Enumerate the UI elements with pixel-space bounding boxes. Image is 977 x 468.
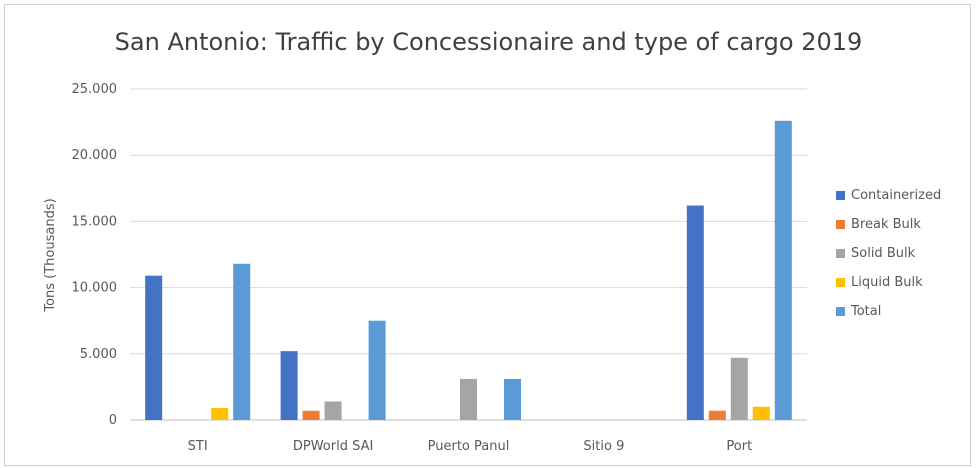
legend-item: Total [836,299,941,323]
chart-frame [4,4,971,466]
legend-label: Break Bulk [851,216,921,232]
legend-swatch [836,277,845,287]
bar-total [504,378,521,420]
bar-break-bulk [302,410,320,420]
legend-label: Liquid Bulk [851,274,923,290]
legend-label: Solid Bulk [851,245,916,261]
x-tick-label: Sitio 9 [583,439,624,454]
y-tick-label: 20.000 [72,148,118,163]
y-tick-label: 0 [109,413,117,428]
bars [145,120,792,420]
x-axis-ticks: STI DPWorld SAI Puerto Panul Sitio 9 Port [188,439,753,454]
bar-total [774,120,792,420]
x-tick-label: DPWorld SAI [293,439,373,454]
bar-liquid-bulk [752,406,770,420]
bar-solid-bulk [730,357,748,420]
legend-item: Containerized [836,183,941,207]
y-tick-label: 10.000 [72,281,118,296]
y-tick-label: 15.000 [72,214,118,229]
legend-item: Liquid Bulk [836,270,941,294]
legend-swatch [836,306,845,316]
bar-total [368,320,386,420]
legend-item: Solid Bulk [836,241,941,265]
x-tick-label: Port [726,439,752,454]
legend-item: Break Bulk [836,212,941,236]
legend-swatch [836,248,845,258]
bar-solid-bulk [460,378,477,420]
bar-containerized [686,205,704,420]
x-tick-label: STI [188,439,208,454]
bar-containerized [145,275,163,420]
bar-break-bulk [708,410,726,420]
gridlines [130,88,807,421]
y-tick-label: 5.000 [80,347,117,362]
x-tick-label: Puerto Panul [428,439,510,454]
y-tick-label: 25.000 [72,82,118,97]
bar-solid-bulk [324,401,342,420]
chart-title: San Antonio: Traffic by Concessionaire a… [114,28,863,56]
bar-liquid-bulk [211,408,229,420]
bar-containerized [280,351,298,420]
legend-label: Total [851,303,882,319]
legend-swatch [836,190,845,200]
bar-total [233,263,251,420]
legend: Containerized Break Bulk Solid Bulk Liquid … [836,183,941,328]
y-axis-title: Tons (Thousands) [43,198,58,312]
legend-swatch [836,219,845,229]
y-axis-ticks: 0 5.000 10.000 15.000 20.000 25.000 [72,82,118,428]
legend-label: Containerized [851,187,942,203]
